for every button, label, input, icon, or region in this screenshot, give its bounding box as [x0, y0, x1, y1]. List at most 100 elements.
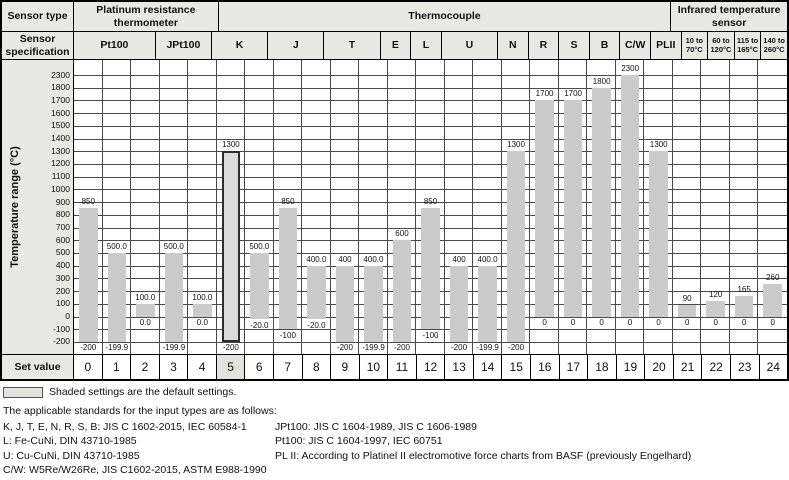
column-separator: [158, 60, 160, 354]
spec-header-cell-7: U: [441, 32, 498, 59]
y-tick-label: 1700: [51, 94, 70, 105]
bar-high-label-14: 400.0: [477, 254, 498, 264]
temp-bar-6: [250, 252, 269, 320]
y-tick-label: 700: [55, 222, 70, 233]
bar-low-label-0: -200: [80, 343, 97, 353]
y-tick-label: 1600: [51, 107, 70, 118]
sensor-spec-row: Sensor specification Pt100 JPt100 K J T E L U N R…: [2, 31, 787, 59]
bar-high-label-22: 120: [709, 290, 723, 300]
bar-low-label-18: 0: [599, 318, 604, 328]
set-value-cell-8: 8: [302, 355, 332, 379]
y-tick-label: 800: [55, 209, 70, 220]
temp-bar-17: [563, 100, 583, 317]
bar-high-label-0: 850: [81, 197, 95, 207]
bar-low-label-8: -20.0: [307, 320, 326, 330]
set-value-cell-7: 7: [273, 355, 303, 379]
grid-line: [74, 151, 787, 153]
y-tick-label: 100: [55, 298, 70, 309]
set-value-cell-13: 13: [445, 355, 474, 379]
bar-low-label-9: -200: [336, 343, 353, 353]
bar-low-label-12: -100: [422, 330, 439, 340]
bar-high-label-24: 260: [766, 272, 780, 282]
column-separator: [472, 60, 474, 354]
grid-line: [74, 189, 787, 191]
y-tick-label: 1000: [51, 183, 70, 194]
bar-low-label-10: -199.9: [362, 343, 385, 353]
temp-bar-5: [221, 151, 241, 342]
column-separator: [329, 60, 331, 354]
bar-low-label-20: 0: [656, 318, 661, 328]
grid-line: [74, 341, 787, 343]
set-value-cell-6: 6: [245, 355, 274, 379]
group-header-cell-2: Infrared temperature sensor: [671, 2, 787, 31]
set-value-cell-14: 14: [473, 355, 503, 379]
y-tick-label: 1300: [51, 145, 70, 156]
bar-high-label-19: 2300: [621, 64, 640, 73]
column-separator: [529, 60, 531, 354]
set-value-cell-1: 1: [102, 355, 132, 379]
footnotes: The applicable standards for the input t…: [3, 404, 789, 478]
column-separator: [728, 60, 730, 354]
y-tick-label: 2300: [51, 69, 70, 80]
set-value-cell-17: 17: [559, 355, 589, 379]
bar-high-label-21: 90: [682, 294, 692, 304]
footnote-left-line-0: K, J, T, E, N, R, S, B: JIS C 1602-2015,…: [3, 420, 247, 433]
temp-bar-23: [734, 295, 754, 317]
set-value-header: Set value: [2, 355, 74, 379]
temp-bar-15: [506, 151, 526, 342]
column-separator: [358, 60, 360, 354]
temp-bar-9: [335, 265, 355, 342]
bar-high-label-8: 400.0: [306, 254, 327, 264]
bar-low-label-23: 0: [741, 318, 747, 328]
set-value-cell-2: 2: [131, 355, 160, 379]
column-separator: [643, 60, 645, 354]
column-separator: [586, 60, 588, 354]
bar-high-label-2: 100.0: [135, 292, 156, 302]
bar-high-label-10: 400.0: [363, 254, 384, 264]
column-separator: [700, 60, 702, 354]
spec-header-cell-5: E: [380, 32, 412, 59]
footnote-right-line-0: JPt100: JIS C 1604-1989, JIS C 1606-1989: [275, 420, 477, 433]
y-tick-label: 1100: [51, 171, 70, 182]
set-value-cell-11: 11: [388, 355, 417, 379]
group-header-cell-1: Thermocouple: [218, 2, 672, 31]
bar-low-label-22: 0: [713, 318, 718, 328]
column-separator: [244, 60, 246, 354]
bar-low-label-6: -20.0: [250, 320, 269, 330]
set-value-cell-3: 3: [159, 355, 189, 379]
column-separator: [757, 60, 759, 354]
y-tick-label: 900: [55, 196, 70, 207]
sensor-spec-header: Sensor specification: [2, 32, 74, 59]
temp-bar-16: [535, 100, 554, 317]
y-tick-label: 1500: [51, 120, 70, 131]
bar-high-label-7: 850: [281, 197, 295, 207]
y-tick-label: 1400: [51, 133, 70, 144]
bar-low-label-7: -100: [279, 330, 296, 340]
sensor-type-row: Sensor type Platinum resistance thermome…: [2, 2, 787, 31]
bar-high-label-16: 1700: [535, 89, 554, 99]
set-value-cell-20: 20: [645, 355, 674, 379]
spec-header-cell-11: B: [589, 32, 621, 59]
y-tick-label: -100: [52, 323, 70, 334]
set-value-cell-16: 16: [531, 355, 560, 379]
y-tick-label: 1800: [51, 82, 70, 93]
bar-high-label-13: 400: [452, 254, 466, 264]
column-separator: [272, 60, 274, 354]
column-separator: [130, 60, 132, 354]
temp-bar-1: [107, 252, 127, 342]
bar-low-label-5: -200: [222, 343, 239, 353]
bar-low-label-1: -199.9: [105, 343, 129, 353]
set-value-cell-18: 18: [588, 355, 617, 379]
footnote-right-line-1: Pt100: JIS C 1604-1997, IEC 60751: [275, 435, 443, 447]
sensor-type-header: Sensor type: [2, 2, 74, 31]
y-axis-title: Temperature range (°C): [9, 146, 21, 268]
column-separator: [443, 60, 445, 354]
plot-area: 850 -200 500.0 -199.9 100.0 0.0 500.0 -199.9 100…: [74, 60, 787, 354]
temp-bar-18: [592, 87, 611, 317]
column-separator: [301, 60, 303, 354]
footnotes-left-column: K, J, T, E, N, R, S, B: JIS C 1602-2015,…: [3, 420, 275, 478]
spec-header-cell-2: K: [212, 32, 269, 59]
sensor-range-table: Sensor type Platinum resistance thermome…: [0, 0, 789, 381]
y-tick-label: 600: [55, 234, 70, 245]
bar-high-label-5: 1300: [221, 140, 240, 150]
